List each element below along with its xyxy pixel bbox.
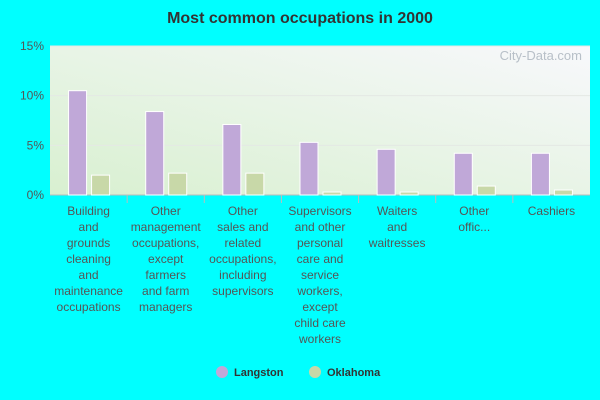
chart-title: Most common occupations in 2000	[167, 10, 433, 27]
bar	[376, 148, 396, 196]
bar	[530, 152, 550, 196]
watermark: City-Data.com	[500, 48, 582, 63]
bar	[299, 141, 319, 196]
y-tick-label: 5%	[27, 138, 45, 152]
x-tick-label: Cashiers	[528, 204, 575, 218]
bar	[476, 185, 496, 196]
bar	[322, 191, 342, 196]
x-tick-label: Other management occupations, except farmers…	[131, 204, 202, 314]
y-tick-label: 10%	[20, 89, 44, 103]
y-tick-label: 0%	[27, 188, 45, 202]
legend-swatch	[216, 366, 228, 378]
legend-label: Oklahoma	[327, 367, 381, 379]
plot-area	[50, 46, 590, 195]
bar	[168, 172, 188, 196]
x-tick-label: Other offic...	[458, 204, 490, 234]
bar	[399, 191, 419, 196]
bar	[245, 172, 265, 196]
x-tick-label: Supervisors and other personal care and serv…	[288, 204, 351, 346]
bar	[68, 90, 88, 196]
legend-label: Langston	[234, 367, 284, 379]
bar	[91, 174, 111, 196]
bar	[145, 111, 165, 196]
x-tick-label: Building and grounds cleaning and maintenance…	[54, 204, 123, 314]
bar	[453, 152, 473, 196]
bar	[222, 123, 242, 196]
legend-swatch	[309, 366, 321, 378]
x-tick-label: Waiters and waitresses	[368, 204, 426, 250]
x-tick-label: Other sales and related occupations, includi…	[209, 204, 276, 298]
bar	[553, 189, 573, 196]
y-tick-label: 15%	[20, 39, 44, 53]
